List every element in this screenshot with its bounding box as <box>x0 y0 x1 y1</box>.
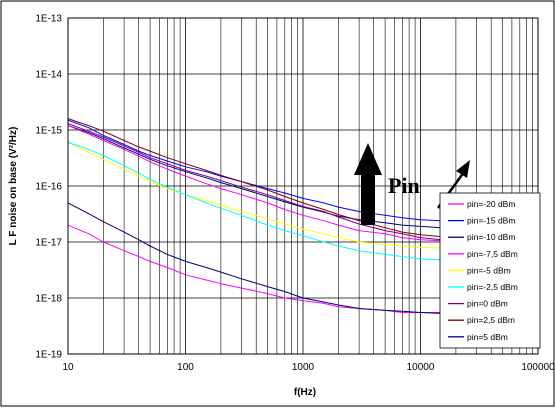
series-line-3 <box>67 125 442 229</box>
legend: pin=-20 dBm pin=-15 dBm pin=-10 dBm pin=-7,… <box>439 192 541 349</box>
x-tick-labels: 10 100 1000 10000 100000 <box>62 362 555 373</box>
y-tick-label: 1E-15 <box>35 126 62 137</box>
series-lines <box>67 118 442 314</box>
diagonal-arrow-icon <box>456 160 470 178</box>
legend-label: pin=-2,5 dBm <box>467 282 518 292</box>
y-tick-labels: 1E-19 1E-18 1E-17 1E-16 1E-15 1E-14 1E-13 <box>35 14 62 361</box>
up-arrow-icon <box>354 143 382 225</box>
legend-label: pin=-5 dBm <box>467 265 511 275</box>
series-line-8 <box>67 118 442 238</box>
pin-annotation: Pin <box>354 143 470 225</box>
y-tick-label: 1E-19 <box>35 350 62 361</box>
pin-label: Pin <box>388 173 420 198</box>
legend-label: pin=-15 dBm <box>467 216 515 226</box>
legend-label: pin=-10 dBm <box>467 232 515 242</box>
y-tick-label: 1E-13 <box>35 14 62 25</box>
y-tick-label: 1E-18 <box>35 294 62 305</box>
series-line-5 <box>67 141 442 249</box>
y-axis-title: L F noise on base (V²/Hz) <box>8 127 19 246</box>
series-line-6 <box>67 141 442 261</box>
y-tick-label: 1E-17 <box>35 238 62 249</box>
plot-area-border <box>67 17 539 355</box>
series-line-4 <box>67 125 442 242</box>
x-axis-title: f(Hz) <box>294 387 316 398</box>
y-tick-label: 1E-16 <box>35 182 62 193</box>
series-line-7 <box>67 123 442 241</box>
legend-label: pin=2,5 dBm <box>467 315 515 325</box>
x-tick-label: 10 <box>62 362 74 373</box>
legend-label: pin=-7,5 dBm <box>467 249 518 259</box>
x-tick-label: 100000 <box>521 362 555 373</box>
x-tick-label: 1000 <box>292 362 315 373</box>
x-tick-label: 100 <box>177 362 194 373</box>
y-tick-label: 1E-14 <box>35 70 62 81</box>
series-line-9 <box>67 202 442 314</box>
legend-label: pin=5 dBm <box>467 332 508 342</box>
legend-label: pin=-20 dBm <box>467 199 515 209</box>
x-tick-label: 10000 <box>407 362 435 373</box>
legend-label: pin=0 dBm <box>467 299 508 309</box>
